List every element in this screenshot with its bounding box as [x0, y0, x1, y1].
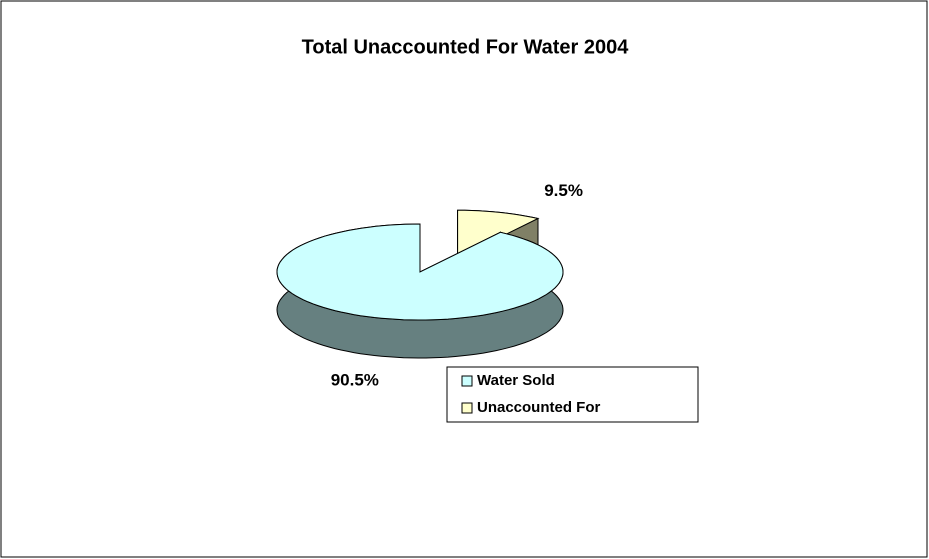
pie-slice: [276, 223, 564, 359]
legend-label: Water Sold: [477, 372, 555, 389]
legend-swatch: [461, 402, 473, 414]
chart-title: Total Unaccounted For Water 2004: [302, 36, 630, 58]
slice-top: [276, 223, 564, 321]
legend-swatch: [461, 375, 473, 387]
pie: [276, 209, 564, 359]
legend: Water Sold Unaccounted For: [461, 372, 601, 416]
legend-label: Unaccounted For: [477, 399, 601, 416]
data-label: 9.5%: [544, 181, 583, 200]
data-label: 90.5%: [331, 371, 379, 390]
legend-box: [446, 366, 699, 423]
